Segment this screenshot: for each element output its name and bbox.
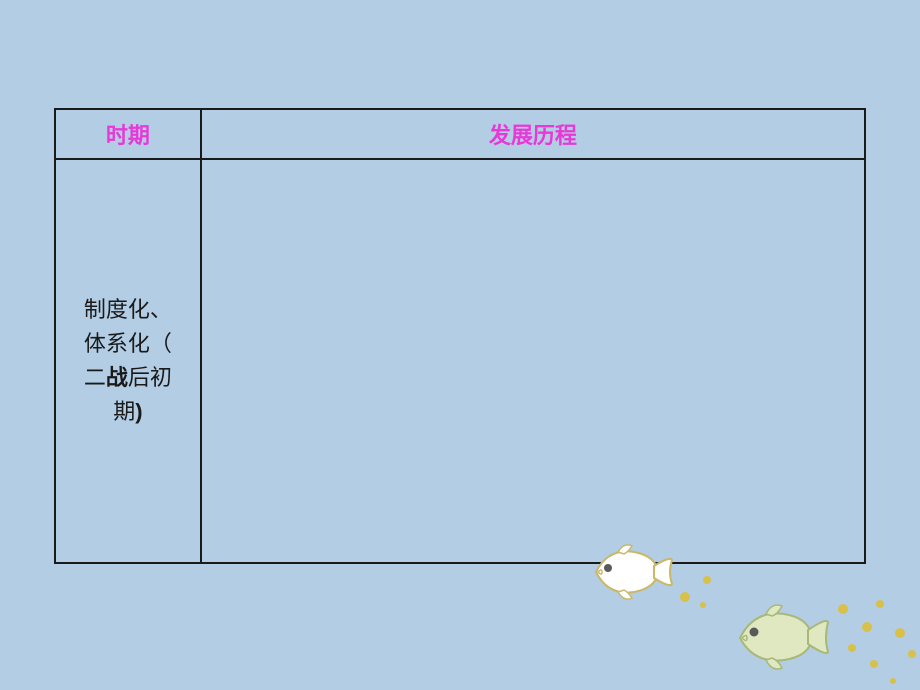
table-row: 制度化、 体系化（ 二战后初 期) [55,159,865,563]
period-line4b: ) [135,399,142,424]
header-period: 时期 [55,109,201,159]
cell-content [201,159,865,563]
bubble-dot [848,644,856,652]
table-header-row: 时期 发展历程 [55,109,865,159]
bubble-dot [908,650,916,658]
bubble-dot [876,600,884,608]
main-table: 时期 发展历程 制度化、 体系化（ 二战后初 期) [54,108,866,564]
fish-icon [720,598,830,676]
period-line3b: 战 [106,365,128,390]
period-line3a: 二 [84,365,106,390]
bubble-dot [870,660,878,668]
bubble-dot [895,628,905,638]
bubble-dot [838,604,848,614]
bubble-dot [890,678,896,684]
bubble-dot [680,592,690,602]
fish-icon [578,538,674,606]
period-line2: 体系化（ [84,331,172,356]
bubble-dot [703,576,711,584]
period-line4a: 期 [113,399,135,424]
cell-period: 制度化、 体系化（ 二战后初 期) [55,159,201,563]
header-content: 发展历程 [201,109,865,159]
bubble-dot [862,622,872,632]
period-line1: 制度化、 [84,297,172,322]
period-line3c: 后初 [128,365,172,390]
bubble-dot [700,602,706,608]
